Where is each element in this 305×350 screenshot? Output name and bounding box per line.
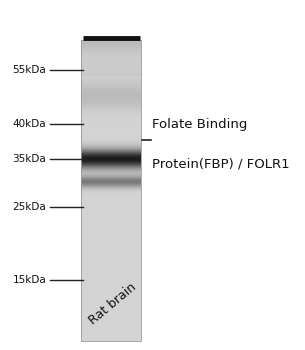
Text: 55kDa: 55kDa xyxy=(13,65,46,75)
Text: Rat brain: Rat brain xyxy=(87,280,139,327)
Text: 25kDa: 25kDa xyxy=(13,202,46,211)
Text: Folate Binding: Folate Binding xyxy=(152,118,247,131)
Text: 40kDa: 40kDa xyxy=(13,119,46,129)
Bar xyxy=(81,40,141,341)
Text: 15kDa: 15kDa xyxy=(13,275,46,285)
Text: Protein(FBP) / FOLR1: Protein(FBP) / FOLR1 xyxy=(152,158,290,170)
Text: 35kDa: 35kDa xyxy=(13,154,46,164)
